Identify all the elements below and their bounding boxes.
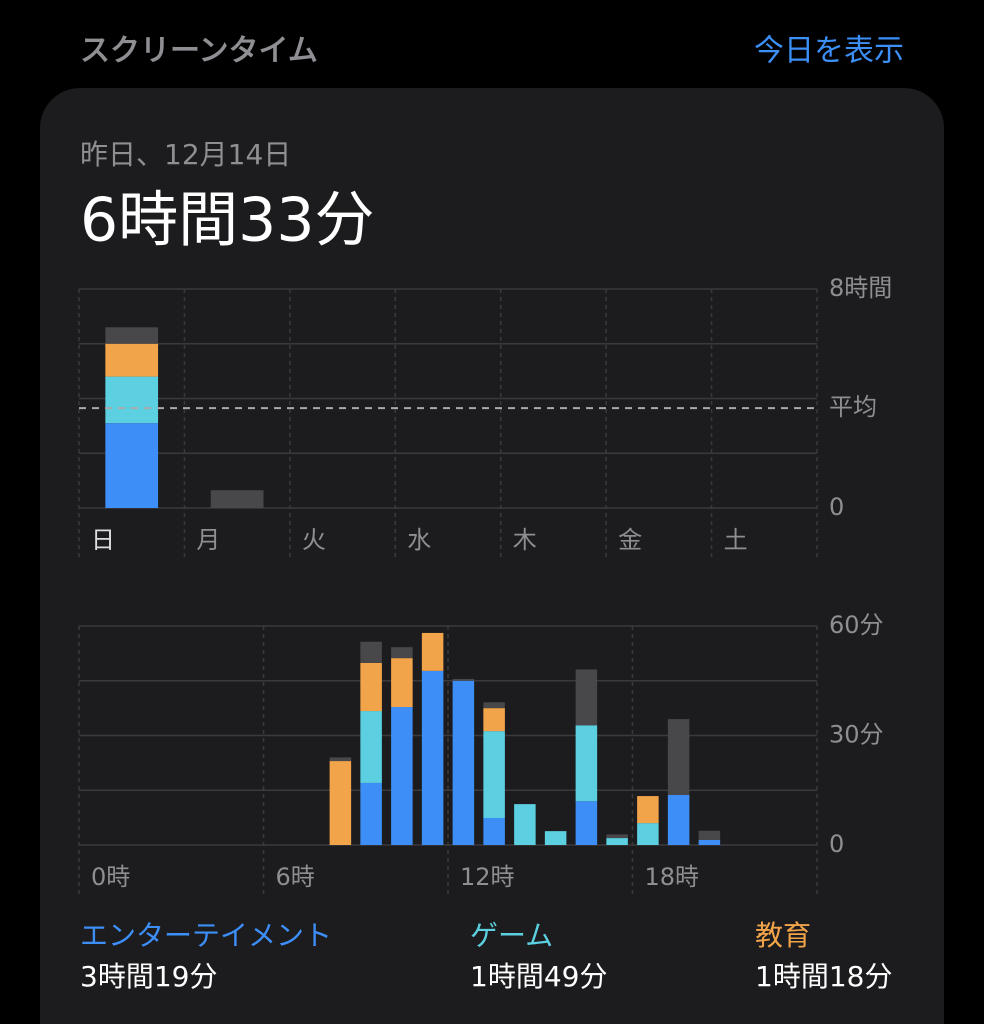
bar-segment [210,490,264,508]
bar-segment [637,796,659,824]
bar-segment [637,823,659,845]
bar-segment [452,680,475,845]
bar-segment [606,834,628,839]
bar-segment [360,641,382,663]
bar-segment [452,678,475,681]
x-tick-label: 0時 [91,863,130,891]
y-tick-label: 0 [829,830,844,858]
x-tick-label: 12時 [460,863,515,891]
y-tick-label: 8時間 [829,274,892,302]
bar-segment [105,327,159,344]
bar-segment [105,376,159,424]
legend-total: 3時間19分 [80,960,217,993]
x-tick-label: 日 [91,526,115,554]
bar-segment [329,761,352,845]
x-tick-label: 木 [513,526,537,554]
y-tick-label: 0 [829,493,844,521]
y-tick-label: 30分 [829,721,884,749]
average-label: 平均 [829,393,877,421]
bar-segment [606,838,628,845]
legend-name: ゲーム [470,919,553,952]
bar-segment [698,830,721,840]
bar-segment [483,817,505,845]
legend-name: エンターテイメント [80,919,332,952]
date: 昨日、12月14日 [80,138,291,171]
bar-segment [105,343,159,377]
bar-segment [575,669,598,726]
bar-segment [667,719,690,795]
section-title: スクリーンタイム [80,34,318,69]
bar-segment [544,831,567,845]
x-tick-label: 金 [618,526,642,554]
legend-total: 1時間49分 [470,960,607,993]
legend-total: 1時間18分 [755,960,892,993]
x-tick-label: 土 [724,526,748,554]
bar-segment [698,839,721,845]
bar-segment [421,632,444,671]
legend-name: 教育 [755,919,811,952]
bar-segment [360,782,382,845]
x-tick-label: 水 [407,526,431,554]
bar-segment [360,711,382,783]
bar-segment [391,647,413,659]
bar-segment [575,801,598,845]
show-today[interactable]: 今日を表示 [754,34,904,69]
bar-segment [391,658,413,708]
bar-segment [483,708,505,732]
bar-segment [514,804,536,845]
x-tick-label: 18時 [645,863,700,891]
bar-segment [667,794,690,845]
total-time: 6時間33分 [80,186,375,256]
x-tick-label: 火 [302,526,326,554]
bar-segment [360,662,382,712]
bar-segment [483,702,505,709]
x-tick-label: 月 [196,526,220,554]
bar-segment [105,423,159,508]
bar-segment [483,731,505,818]
bar-segment [575,725,598,802]
y-tick-label: 60分 [829,611,884,639]
bar-segment [391,707,413,845]
bar-segment [329,757,352,762]
x-tick-label: 6時 [276,863,315,891]
bar-segment [421,670,444,845]
